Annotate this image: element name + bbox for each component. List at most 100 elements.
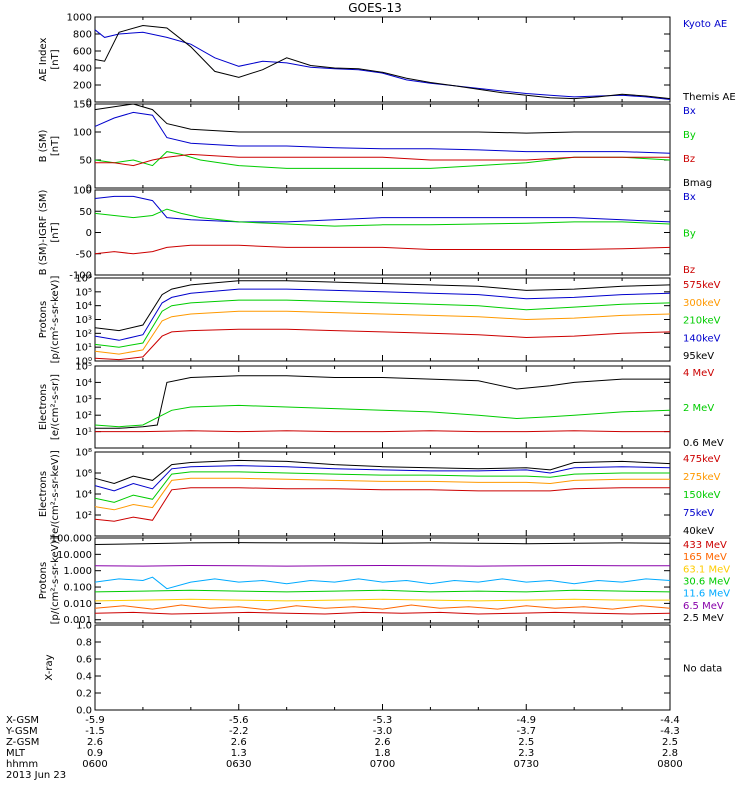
legend-label: 150keV xyxy=(683,490,721,501)
legend-label: 433 MeV xyxy=(683,540,727,551)
x-row-value: 2.6 xyxy=(87,737,103,748)
legend-label: 210keV xyxy=(683,316,721,327)
series-line xyxy=(94,564,670,567)
series-line xyxy=(94,280,671,332)
y-tick-label: 0.010 xyxy=(63,599,92,610)
y-tick-label: 50 xyxy=(79,156,92,167)
y-tick-label: 10⁵ xyxy=(75,362,92,373)
x-row-value: 2.6 xyxy=(231,737,247,748)
panel-frame xyxy=(94,277,671,362)
series-line xyxy=(94,29,671,100)
series-line xyxy=(94,589,671,593)
y-tick-label: 0 xyxy=(86,98,92,109)
y-tick-label: -100 xyxy=(69,271,92,282)
x-row-value: -2.2 xyxy=(229,726,249,737)
x-row-value: -3.7 xyxy=(516,726,536,737)
x-row-value: -1.5 xyxy=(85,726,105,737)
series-line xyxy=(94,310,671,355)
y-tick-label: 600 xyxy=(73,47,92,58)
legend-label: Bz xyxy=(683,154,695,165)
panel-frame xyxy=(94,537,671,624)
y-tick-label: 50 xyxy=(79,207,92,218)
x-row-value: 1.8 xyxy=(375,748,391,759)
y-tick-label: 200 xyxy=(73,81,92,92)
y-axis-label: Protons xyxy=(38,562,49,599)
panel-frame xyxy=(94,365,671,449)
y-axis-label: [nT] xyxy=(50,49,61,69)
legend-label: 11.6 MeV xyxy=(683,589,730,600)
y-axis-label: B (SM) xyxy=(38,129,49,162)
legend-label: 75keV xyxy=(683,508,714,519)
legend-label: 95keV xyxy=(683,351,714,362)
x-row-label: Z-GSM xyxy=(6,737,39,748)
x-row-value: -5.9 xyxy=(85,715,105,726)
series-line xyxy=(94,465,671,492)
legend-label: 300keV xyxy=(683,298,721,309)
series-line xyxy=(94,598,670,602)
legend-label: 4 MeV xyxy=(683,368,714,379)
y-tick-label: -50 xyxy=(76,249,92,260)
series-line xyxy=(94,328,671,361)
x-row-value: -4.9 xyxy=(516,715,536,726)
y-tick-label: 0.6 xyxy=(76,655,92,666)
legend-label: By xyxy=(683,229,696,240)
y-tick-label: 0.4 xyxy=(76,672,92,683)
x-row-value: -5.3 xyxy=(373,715,393,726)
x-row-value: -4.4 xyxy=(660,715,680,726)
y-tick-label: 10⁶ xyxy=(75,469,92,480)
series-line xyxy=(94,487,670,522)
y-tick-label: 10⁴ xyxy=(75,378,92,389)
x-row-label: hhmm xyxy=(6,759,38,770)
y-tick-label: 10¹ xyxy=(75,343,92,354)
legend-label: 63.1 MeV xyxy=(683,564,730,575)
series-line xyxy=(94,611,671,615)
y-axis-label: B (SM)-IGRF (SM) xyxy=(38,190,49,276)
y-tick-label: 100.000 xyxy=(51,534,92,545)
x-row-value: 2.8 xyxy=(662,748,678,759)
y-tick-label: 10.000 xyxy=(57,550,92,561)
y-tick-label: 100 xyxy=(73,128,92,139)
legend-label: Bmag xyxy=(683,178,712,189)
y-tick-label: 10³ xyxy=(75,315,92,326)
y-tick-label: 10³ xyxy=(75,394,92,405)
legend-label: 140keV xyxy=(683,333,721,344)
panel-frame xyxy=(94,16,671,103)
y-tick-label: 10⁰ xyxy=(75,357,92,368)
y-tick-label: 1.000 xyxy=(63,566,92,577)
series-line xyxy=(94,151,671,169)
x-row-value: 0700 xyxy=(370,759,395,770)
legend-label: 6.5 MeV xyxy=(683,601,724,612)
x-row-value: -5.6 xyxy=(229,715,249,726)
legend-label: Kyoto AE xyxy=(683,19,727,30)
y-axis-label: [p/(cm²-s-sr-keV)] xyxy=(50,276,61,364)
series-line xyxy=(95,430,670,433)
y-tick-label: 10² xyxy=(75,329,92,340)
panel-frame xyxy=(94,451,671,537)
y-axis-label: Protons xyxy=(38,301,49,338)
y-axis-label: X-ray xyxy=(44,654,55,680)
y-tick-label: 10¹ xyxy=(75,427,92,438)
x-row-value: 0630 xyxy=(226,759,251,770)
legend-label: Bz xyxy=(683,265,695,276)
legend-label: 165 MeV xyxy=(683,552,727,563)
y-tick-label: 1000 xyxy=(67,13,92,24)
y-axis-label: [e/(cm²-s-sr)] xyxy=(50,374,61,440)
series-line xyxy=(94,208,671,227)
y-tick-label: 0.8 xyxy=(76,638,92,649)
legend-label: 0.6 MeV xyxy=(683,438,724,449)
legend-label: 2 MeV xyxy=(683,403,714,414)
date-label: 2013 Jun 23 xyxy=(6,770,66,781)
series-line xyxy=(95,375,670,429)
y-axis-label: Electrons xyxy=(38,384,49,430)
x-row-value: 2.5 xyxy=(662,737,678,748)
x-row-value: -3.0 xyxy=(373,726,393,737)
y-tick-label: 10⁸ xyxy=(75,448,92,459)
y-tick-label: 10² xyxy=(75,411,92,422)
legend-label: 40keV xyxy=(683,526,714,537)
x-row-value: 2.6 xyxy=(375,737,391,748)
series-line xyxy=(94,459,671,485)
legend-label: By xyxy=(683,130,696,141)
y-axis-label: [nT] xyxy=(50,222,61,242)
legend-label: 475keV xyxy=(683,454,721,465)
